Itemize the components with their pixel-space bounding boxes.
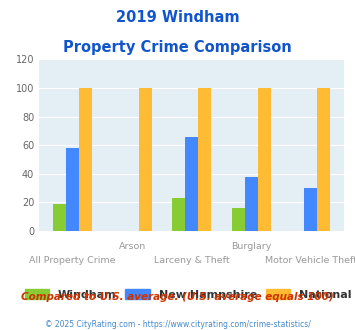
Text: Property Crime Comparison: Property Crime Comparison xyxy=(63,40,292,54)
Text: Motor Vehicle Theft: Motor Vehicle Theft xyxy=(265,256,355,265)
Bar xyxy=(79,88,92,231)
Bar xyxy=(66,148,79,231)
Text: All Property Crime: All Property Crime xyxy=(29,256,116,265)
Text: 2019 Windham: 2019 Windham xyxy=(116,10,239,25)
Bar xyxy=(317,88,331,231)
Bar xyxy=(304,188,317,231)
Bar xyxy=(198,88,211,231)
Text: Larceny & Theft: Larceny & Theft xyxy=(154,256,230,265)
Bar xyxy=(185,137,198,231)
Bar xyxy=(172,198,185,231)
Bar xyxy=(245,177,258,231)
Text: Arson: Arson xyxy=(119,242,146,251)
Bar xyxy=(53,204,66,231)
Bar xyxy=(231,208,245,231)
Text: © 2025 CityRating.com - https://www.cityrating.com/crime-statistics/: © 2025 CityRating.com - https://www.city… xyxy=(45,320,310,329)
Legend: Windham, New Hampshire, National: Windham, New Hampshire, National xyxy=(20,284,355,304)
Text: Burglary: Burglary xyxy=(231,242,272,251)
Bar xyxy=(258,88,271,231)
Text: Compared to U.S. average. (U.S. average equals 100): Compared to U.S. average. (U.S. average … xyxy=(21,292,334,302)
Bar xyxy=(139,88,152,231)
